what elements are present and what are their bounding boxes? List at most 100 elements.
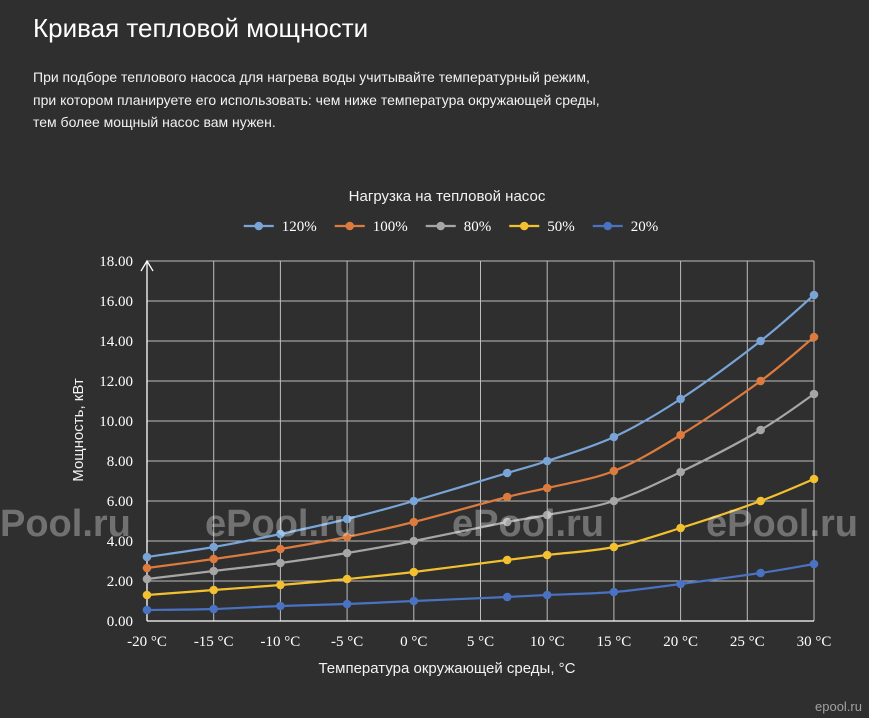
x-tick-label: 15 °C: [597, 634, 632, 650]
x-axis-title: Температура окружающей среды, °C: [318, 660, 575, 677]
legend-item: 120%: [243, 219, 317, 235]
data-point: [756, 336, 765, 346]
data-point: [142, 590, 152, 600]
legend-item: 100%: [334, 219, 408, 235]
data-point: [502, 468, 512, 478]
description-line: тем более мощный насос вам нужен.: [33, 114, 276, 130]
data-point: [676, 523, 685, 533]
data-point: [502, 555, 512, 565]
chart-title: Нагрузка на тепловой насос: [349, 188, 546, 205]
legend-item: 20%: [592, 219, 659, 235]
series-50pct: [142, 474, 819, 600]
legend-marker: [436, 221, 446, 231]
x-tick-label: 0 °C: [400, 634, 427, 650]
data-point: [209, 542, 218, 552]
x-tick-label: -5 °C: [331, 634, 363, 650]
y-tick-label: 8.00: [107, 454, 133, 470]
data-point: [609, 496, 619, 506]
data-point: [409, 596, 419, 606]
legend-item: 50%: [509, 219, 575, 235]
series-120pct: [142, 290, 819, 562]
data-point: [676, 394, 685, 404]
data-point: [676, 430, 685, 440]
data-point: [142, 552, 152, 562]
data-point: [756, 496, 765, 506]
data-point: [542, 590, 552, 600]
legend-item: 80%: [425, 219, 492, 235]
data-point: [542, 456, 552, 466]
data-point: [209, 554, 218, 564]
data-point: [342, 514, 352, 524]
y-axis-title-group: Мощность, кВт: [70, 378, 87, 482]
data-point: [609, 587, 619, 597]
data-point: [142, 605, 152, 615]
data-point: [342, 548, 352, 558]
series-20pct: [142, 559, 819, 615]
data-point: [409, 517, 419, 527]
series-100pct: [142, 332, 819, 573]
y-tick-label: 2.00: [107, 574, 133, 590]
legend-label: 80%: [464, 219, 492, 235]
data-point: [502, 492, 512, 502]
watermark: ePool.ru: [706, 503, 858, 545]
y-tick-label: 16.00: [99, 294, 133, 310]
data-point: [542, 550, 552, 560]
data-point: [809, 389, 819, 399]
watermark: ePool.ru: [452, 503, 604, 545]
x-tick-label: 10 °C: [530, 634, 565, 650]
x-tick-label: -15 °C: [194, 634, 234, 650]
data-point: [609, 542, 619, 552]
data-point: [342, 574, 352, 584]
y-tick-label: 0.00: [107, 614, 133, 630]
data-point: [756, 425, 765, 435]
data-point: [209, 585, 218, 595]
legend-label: 120%: [282, 219, 317, 235]
data-point: [502, 517, 512, 527]
data-point: [609, 432, 619, 442]
x-tick-label: -20 °C: [127, 634, 167, 650]
y-tick-label: 18.00: [99, 254, 133, 270]
y-tick-label: 12.00: [99, 374, 133, 390]
legend-marker: [603, 221, 613, 231]
data-point: [809, 290, 819, 300]
data-point: [676, 467, 685, 477]
epool-logo: epool.ru: [815, 699, 862, 714]
y-tick-labels: 0.00 2.00 4.00 6.00 8.00 10.00 12.00 14.00 16.00…: [99, 254, 133, 630]
legend: 120% 100% 80% 50% 20%: [243, 219, 659, 235]
y-tick-label: 14.00: [99, 334, 133, 350]
y-tick-label: 6.00: [107, 494, 133, 510]
data-point: [809, 474, 819, 484]
data-point: [756, 376, 765, 386]
x-tick-label: 5 °C: [467, 634, 494, 650]
page-title: Кривая тепловой мощности: [33, 13, 369, 43]
data-point: [542, 483, 552, 493]
x-tick-label: 25 °C: [730, 634, 765, 650]
series-80pct: [142, 389, 819, 584]
x-tick-label: -10 °C: [261, 634, 301, 650]
legend-label: 100%: [373, 219, 408, 235]
data-point: [209, 566, 218, 576]
data-point: [809, 332, 819, 342]
y-tick-label: 4.00: [107, 534, 133, 550]
x-tick-label: 30 °C: [797, 634, 832, 650]
data-point: [809, 559, 819, 569]
data-point: [276, 580, 285, 590]
data-point: [276, 529, 285, 539]
data-point: [676, 579, 685, 589]
data-point: [409, 567, 419, 577]
data-point: [342, 532, 352, 542]
data-point: [609, 466, 619, 476]
legend-label: 20%: [631, 219, 659, 235]
data-point: [142, 563, 152, 573]
watermark: ePool.ru: [205, 503, 357, 545]
description-line: При подборе теплового насоса для нагрева…: [33, 69, 590, 85]
x-tick-labels: -20 °C -15 °C -10 °C -5 °C 0 °C 5 °C 10 °C 15 °…: [127, 634, 831, 650]
data-point: [409, 536, 419, 546]
data-point: [276, 558, 285, 568]
data-point: [142, 574, 152, 584]
series-lines: [142, 290, 819, 615]
data-point: [276, 601, 285, 611]
x-tick-label: 20 °C: [663, 634, 698, 650]
